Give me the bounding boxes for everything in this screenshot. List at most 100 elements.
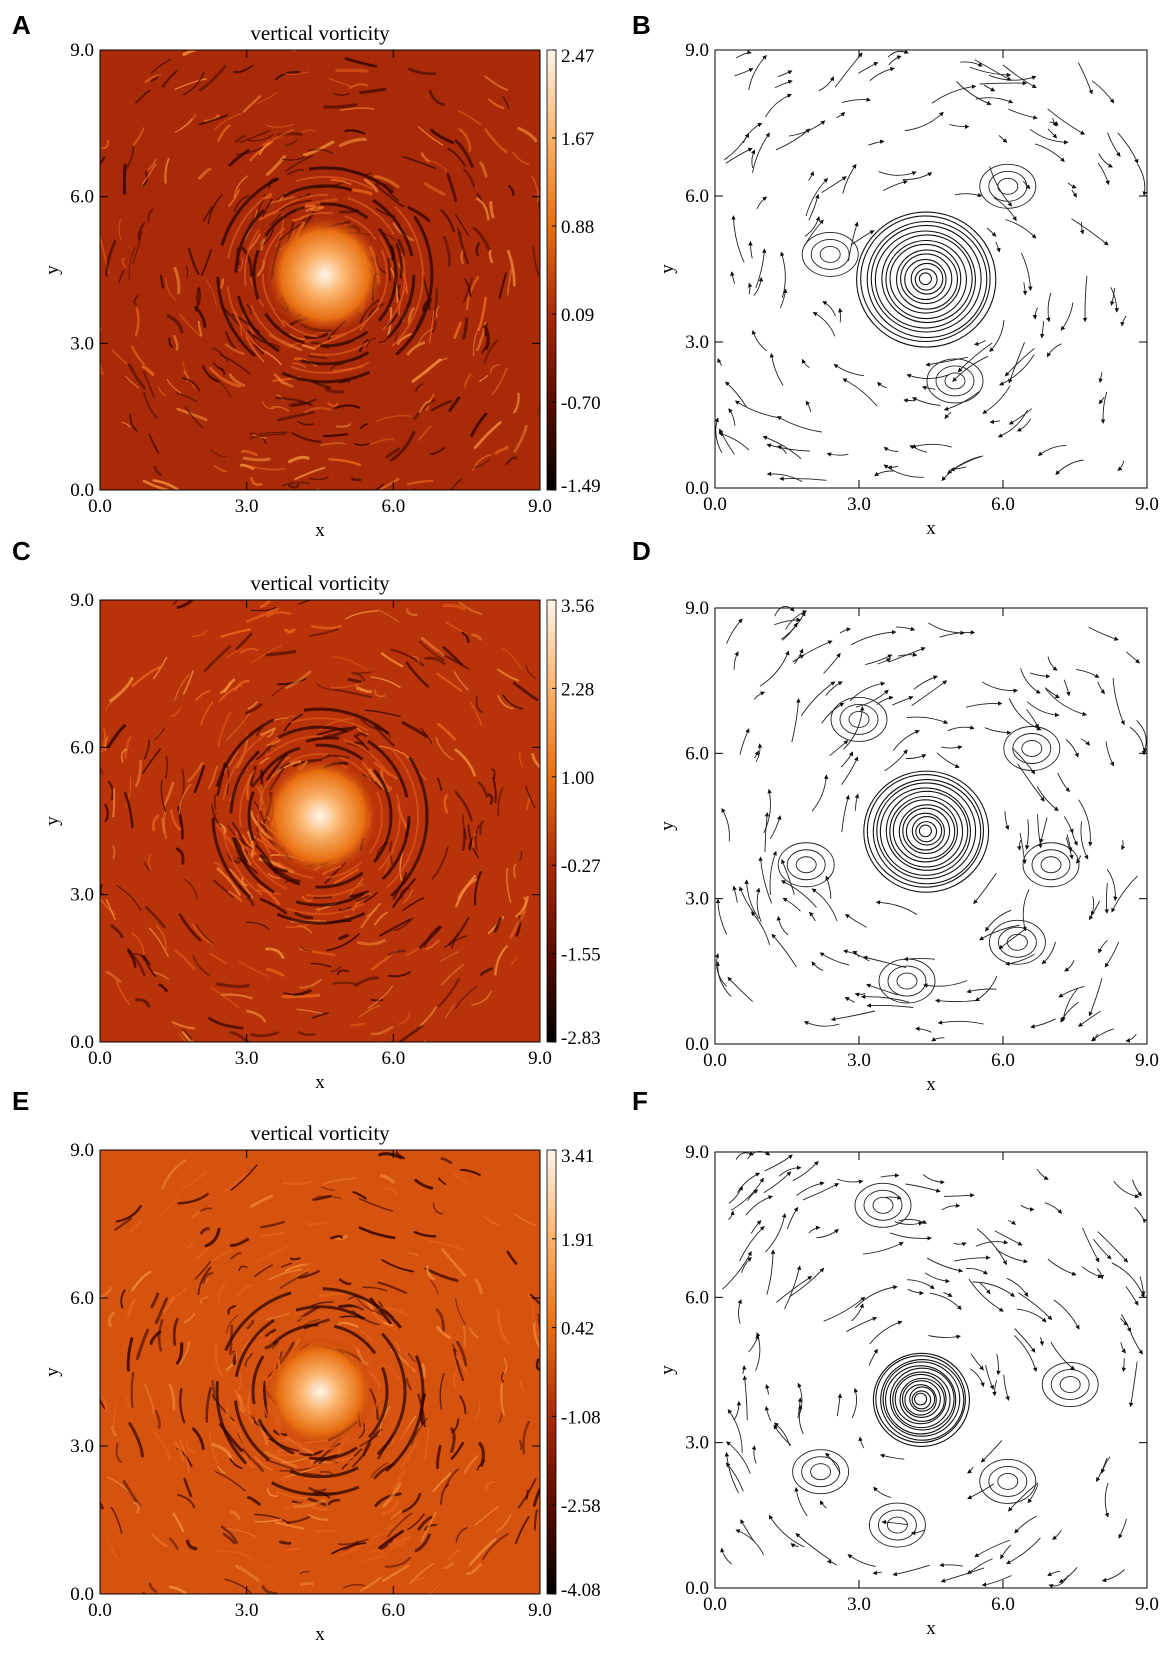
- vorticity-filament: [181, 1028, 193, 1041]
- vorticity-filament: [544, 1392, 547, 1414]
- vorticity-filament: [111, 349, 128, 364]
- vorticity-filament: [220, 993, 253, 1000]
- eddy-streamline: [863, 1189, 903, 1221]
- vorticity-filament: [149, 1330, 162, 1346]
- flow-arrow: [728, 1185, 743, 1204]
- flow-arrow: [805, 177, 829, 217]
- vorticity-filament: [188, 248, 200, 276]
- flow-arrow: [728, 408, 736, 426]
- vorticity-filament: [380, 652, 404, 668]
- colorbar-tick-label: -4.08: [561, 1580, 601, 1601]
- vorticity-filament: [181, 1030, 195, 1042]
- flow-arrow: [1079, 221, 1085, 235]
- vorticity-filament: [160, 779, 167, 813]
- flow-arrow: [966, 988, 997, 994]
- vorticity-filament: [266, 753, 288, 781]
- vorticity-filament: [406, 341, 425, 356]
- vorticity-filament: [470, 701, 483, 727]
- vorticity-filament: [279, 1540, 292, 1545]
- colorbar-tick-label: -1.08: [561, 1407, 601, 1428]
- vorticity-filament: [406, 1447, 416, 1464]
- flow-arrow: [733, 1400, 742, 1421]
- vortex-streamline: [870, 224, 982, 333]
- vorticity-filament: [63, 1316, 67, 1323]
- flow-arrow: [823, 1296, 866, 1322]
- flow-arrow: [1097, 681, 1105, 695]
- vorticity-filament: [476, 1459, 486, 1471]
- vorticity-filament: [261, 1563, 273, 1570]
- flow-arrow: [1110, 287, 1116, 306]
- vorticity-filament: [294, 911, 314, 920]
- eddy-streamline: [830, 696, 888, 742]
- vorticity-filament: [126, 947, 146, 977]
- flow-arrow: [983, 84, 996, 92]
- flow-arrow: [821, 176, 847, 193]
- flow-arrow: [1016, 418, 1031, 432]
- vorticity-filament: [254, 1513, 290, 1524]
- vorticity-filament: [134, 759, 142, 787]
- vorticity-filament: [153, 465, 162, 476]
- vorticity-filament: [454, 790, 473, 822]
- vorticity-filament: [227, 890, 243, 903]
- vorticity-filament: [452, 1348, 465, 1382]
- x-tick-label: 0.0: [88, 496, 112, 517]
- vorticity-filament: [289, 1257, 301, 1261]
- vorticity-filament: [229, 1458, 243, 1470]
- flow-arrow: [887, 465, 899, 470]
- vortex-streamline: [914, 1392, 928, 1406]
- vorticity-filament: [100, 327, 102, 331]
- vorticity-filament: [435, 736, 454, 761]
- vorticity-filament: [279, 1271, 309, 1289]
- vorticity-filament: [110, 1425, 117, 1437]
- flow-arrow: [924, 1272, 950, 1284]
- vorticity-filament: [154, 727, 165, 741]
- flow-arrow: [1088, 900, 1101, 921]
- panel-title: vertical vorticity: [250, 571, 390, 595]
- x-axis-label: x: [315, 1624, 325, 1645]
- vorticity-filament: [447, 916, 470, 946]
- vorticity-filament: [143, 862, 150, 872]
- vorticity-filament: [217, 124, 231, 142]
- vorticity-filament: [143, 1383, 155, 1415]
- panel-f: F0.0 3.0 6.0 9.00.03.06.09.0xy: [632, 1086, 1159, 1639]
- flow-arrow: [1112, 677, 1125, 726]
- vorticity-filament: [118, 219, 122, 241]
- flow-arrow: [1097, 162, 1110, 186]
- flow-arrow: [768, 1514, 805, 1548]
- vorticity-filament: [401, 1492, 422, 1513]
- vorticity-filament: [387, 1536, 411, 1547]
- vorticity-filament: [131, 932, 145, 955]
- vorticity-filament: [442, 646, 463, 666]
- flow-arrow: [1051, 1529, 1062, 1540]
- vorticity-filament: [475, 242, 481, 257]
- flow-arrow: [1121, 1358, 1127, 1373]
- vorticity-filament: [394, 332, 399, 343]
- vorticity-filament: [441, 1248, 467, 1277]
- vorticity-filament: [214, 1343, 223, 1376]
- vorticity-filament: [192, 1427, 205, 1451]
- vorticity-filament: [265, 155, 286, 176]
- vorticity-filament: [383, 1515, 404, 1531]
- flow-arrow: [1061, 988, 1079, 1022]
- vorticity-filament: [218, 684, 243, 703]
- flow-arrow: [915, 1026, 932, 1033]
- flow-arrow: [747, 1151, 771, 1160]
- flow-arrow: [940, 1567, 985, 1583]
- vorticity-filament: [525, 664, 537, 680]
- vorticity-filament: [107, 1538, 117, 1558]
- vorticity-filament: [300, 946, 313, 952]
- vorticity-filament: [131, 345, 145, 366]
- vorticity-filament: [509, 910, 527, 939]
- vorticity-filament: [309, 1607, 336, 1609]
- flow-arrow: [1058, 985, 1085, 998]
- vortex-streamline: [884, 1365, 957, 1435]
- y-axis-label: y: [42, 816, 63, 826]
- vorticity-filament: [406, 517, 436, 533]
- x-tick-label: 6.0: [381, 496, 405, 517]
- flow-arrow: [1030, 672, 1051, 679]
- vorticity-filament: [378, 338, 388, 343]
- vorticity-filament: [244, 1352, 254, 1367]
- flow-arrow: [762, 435, 802, 459]
- vorticity-filament: [235, 1564, 260, 1582]
- flow-arrow: [1125, 1034, 1137, 1043]
